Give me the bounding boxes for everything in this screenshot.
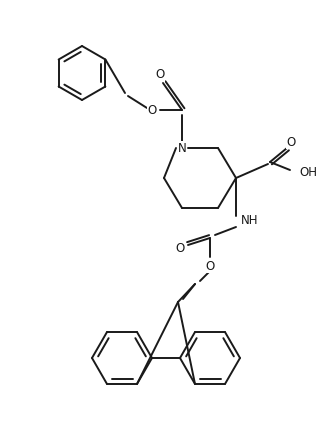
Text: N: N bbox=[178, 142, 186, 155]
Text: O: O bbox=[287, 136, 295, 149]
Text: O: O bbox=[155, 68, 165, 81]
Text: NH: NH bbox=[241, 213, 259, 226]
Text: O: O bbox=[175, 242, 185, 255]
Text: O: O bbox=[206, 259, 214, 272]
Text: O: O bbox=[147, 103, 157, 116]
Text: OH: OH bbox=[299, 165, 317, 178]
